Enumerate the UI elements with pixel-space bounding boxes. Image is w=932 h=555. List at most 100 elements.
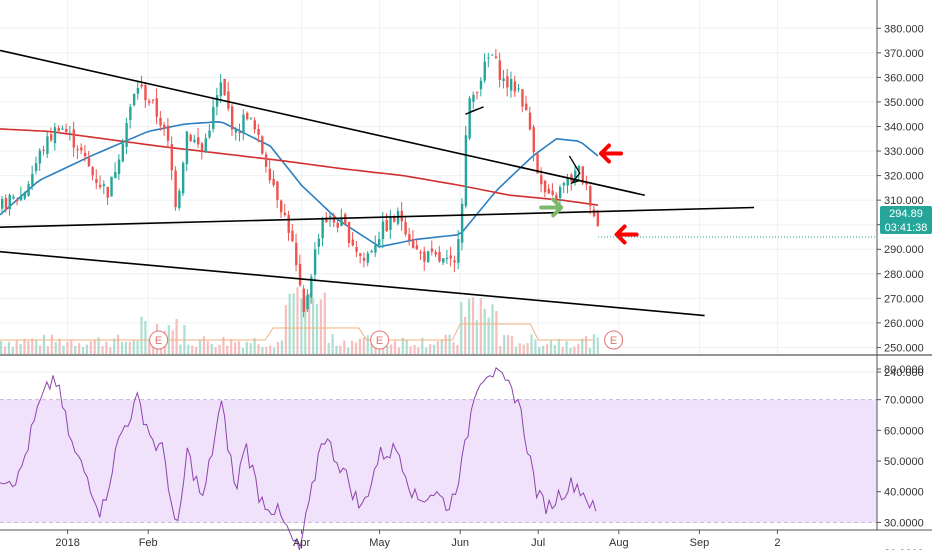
volume-bar: [113, 338, 116, 354]
candle-body: [536, 153, 539, 174]
candle-body: [355, 247, 358, 252]
candle-body: [321, 218, 324, 239]
candle-body: [427, 251, 430, 263]
candle-body: [68, 132, 72, 134]
rsi-line: [0, 367, 597, 552]
x-tick-label: Sep: [690, 537, 710, 549]
candle-body: [562, 182, 566, 186]
volume-bar: [483, 308, 486, 354]
candle-body: [366, 253, 370, 263]
candle-body: [506, 76, 509, 88]
candle-body: [574, 170, 577, 183]
candle-body: [34, 163, 38, 171]
volume-bar: [366, 335, 369, 354]
candle-body: [347, 222, 351, 243]
candle-body: [419, 252, 422, 254]
candle-body: [442, 258, 445, 263]
candle-body: [581, 166, 584, 184]
volume-bar: [471, 297, 475, 354]
volume-bar: [198, 340, 202, 354]
candle-body: [532, 127, 535, 153]
candle-body: [555, 194, 558, 199]
candle-body: [31, 173, 34, 186]
candle-body: [204, 138, 207, 153]
candle-body: [438, 251, 441, 262]
earnings-marker: [149, 330, 169, 350]
candle-body: [411, 239, 415, 248]
candle-body: [306, 294, 309, 310]
candle-body: [257, 128, 260, 135]
price-tick-label: 260.000: [884, 318, 924, 330]
price-tick-label: 360.000: [884, 72, 924, 84]
volume-bar: [117, 334, 120, 354]
candle-body: [558, 187, 562, 199]
volume-bar: [187, 344, 190, 354]
candle-body: [208, 130, 211, 138]
volume-bar: [124, 341, 127, 354]
candle-body: [242, 114, 245, 134]
volume-bar: [339, 345, 342, 354]
x-tick-label: 2: [774, 537, 780, 549]
candle-body: [155, 98, 158, 117]
candle-body: [246, 112, 249, 120]
volume-bar: [179, 344, 182, 354]
volume-bar: [101, 346, 104, 354]
candle-body: [317, 238, 321, 247]
candle-body: [513, 81, 517, 92]
volume-bar: [109, 347, 112, 354]
volume-bar: [514, 346, 517, 354]
candle-body: [325, 217, 328, 222]
volume-bar: [273, 347, 276, 354]
volume-bar: [257, 344, 260, 354]
x-tick-label: Jun: [451, 537, 469, 549]
volume-bar: [319, 299, 322, 354]
arrow-head: [614, 224, 627, 245]
price-tick-label: 270.000: [884, 293, 924, 305]
candle-body: [83, 152, 87, 157]
volume-bar: [546, 343, 549, 354]
candle-body: [38, 150, 42, 164]
candle-body: [200, 143, 204, 151]
volume-bar: [175, 318, 178, 354]
candle-body: [253, 120, 256, 130]
x-tick-label: Apr: [293, 537, 310, 549]
candle-body: [502, 78, 505, 82]
earnings-marker-label: E: [610, 335, 617, 347]
volume-bar: [335, 345, 338, 354]
candle-body: [328, 216, 332, 219]
candle-body: [174, 170, 177, 208]
volume-bar: [31, 338, 34, 354]
volume-bar: [245, 341, 248, 354]
candle-body: [12, 196, 15, 199]
candle-body: [46, 136, 49, 154]
candle-body: [1, 198, 4, 209]
trendline: [0, 206, 755, 228]
candle-body: [230, 106, 234, 130]
volume-bar: [397, 347, 400, 354]
volume-bar: [292, 293, 295, 354]
volume-bar: [105, 341, 108, 354]
volume-bar: [405, 340, 408, 354]
volume-bar: [230, 339, 233, 354]
volume-bar: [296, 287, 299, 354]
x-tick-label: 2018: [55, 537, 79, 549]
volume-bar: [487, 317, 490, 354]
candle-body: [491, 54, 494, 56]
candle-body: [487, 57, 490, 59]
candle-body: [449, 255, 453, 259]
x-tick-label: Aug: [609, 537, 629, 549]
candle-body: [313, 249, 317, 275]
trendline: [0, 49, 645, 197]
candle-body: [509, 78, 513, 91]
price-label-countdown: 03:41:38: [885, 222, 928, 234]
volume-bar: [573, 346, 576, 354]
candle-body: [359, 253, 362, 256]
volume-bar: [534, 339, 537, 354]
candle-body: [140, 84, 143, 87]
candle-body: [498, 60, 502, 81]
candle-body: [381, 221, 385, 240]
candle-body: [283, 212, 287, 216]
candle-body: [494, 56, 498, 58]
candle-body: [464, 135, 468, 207]
